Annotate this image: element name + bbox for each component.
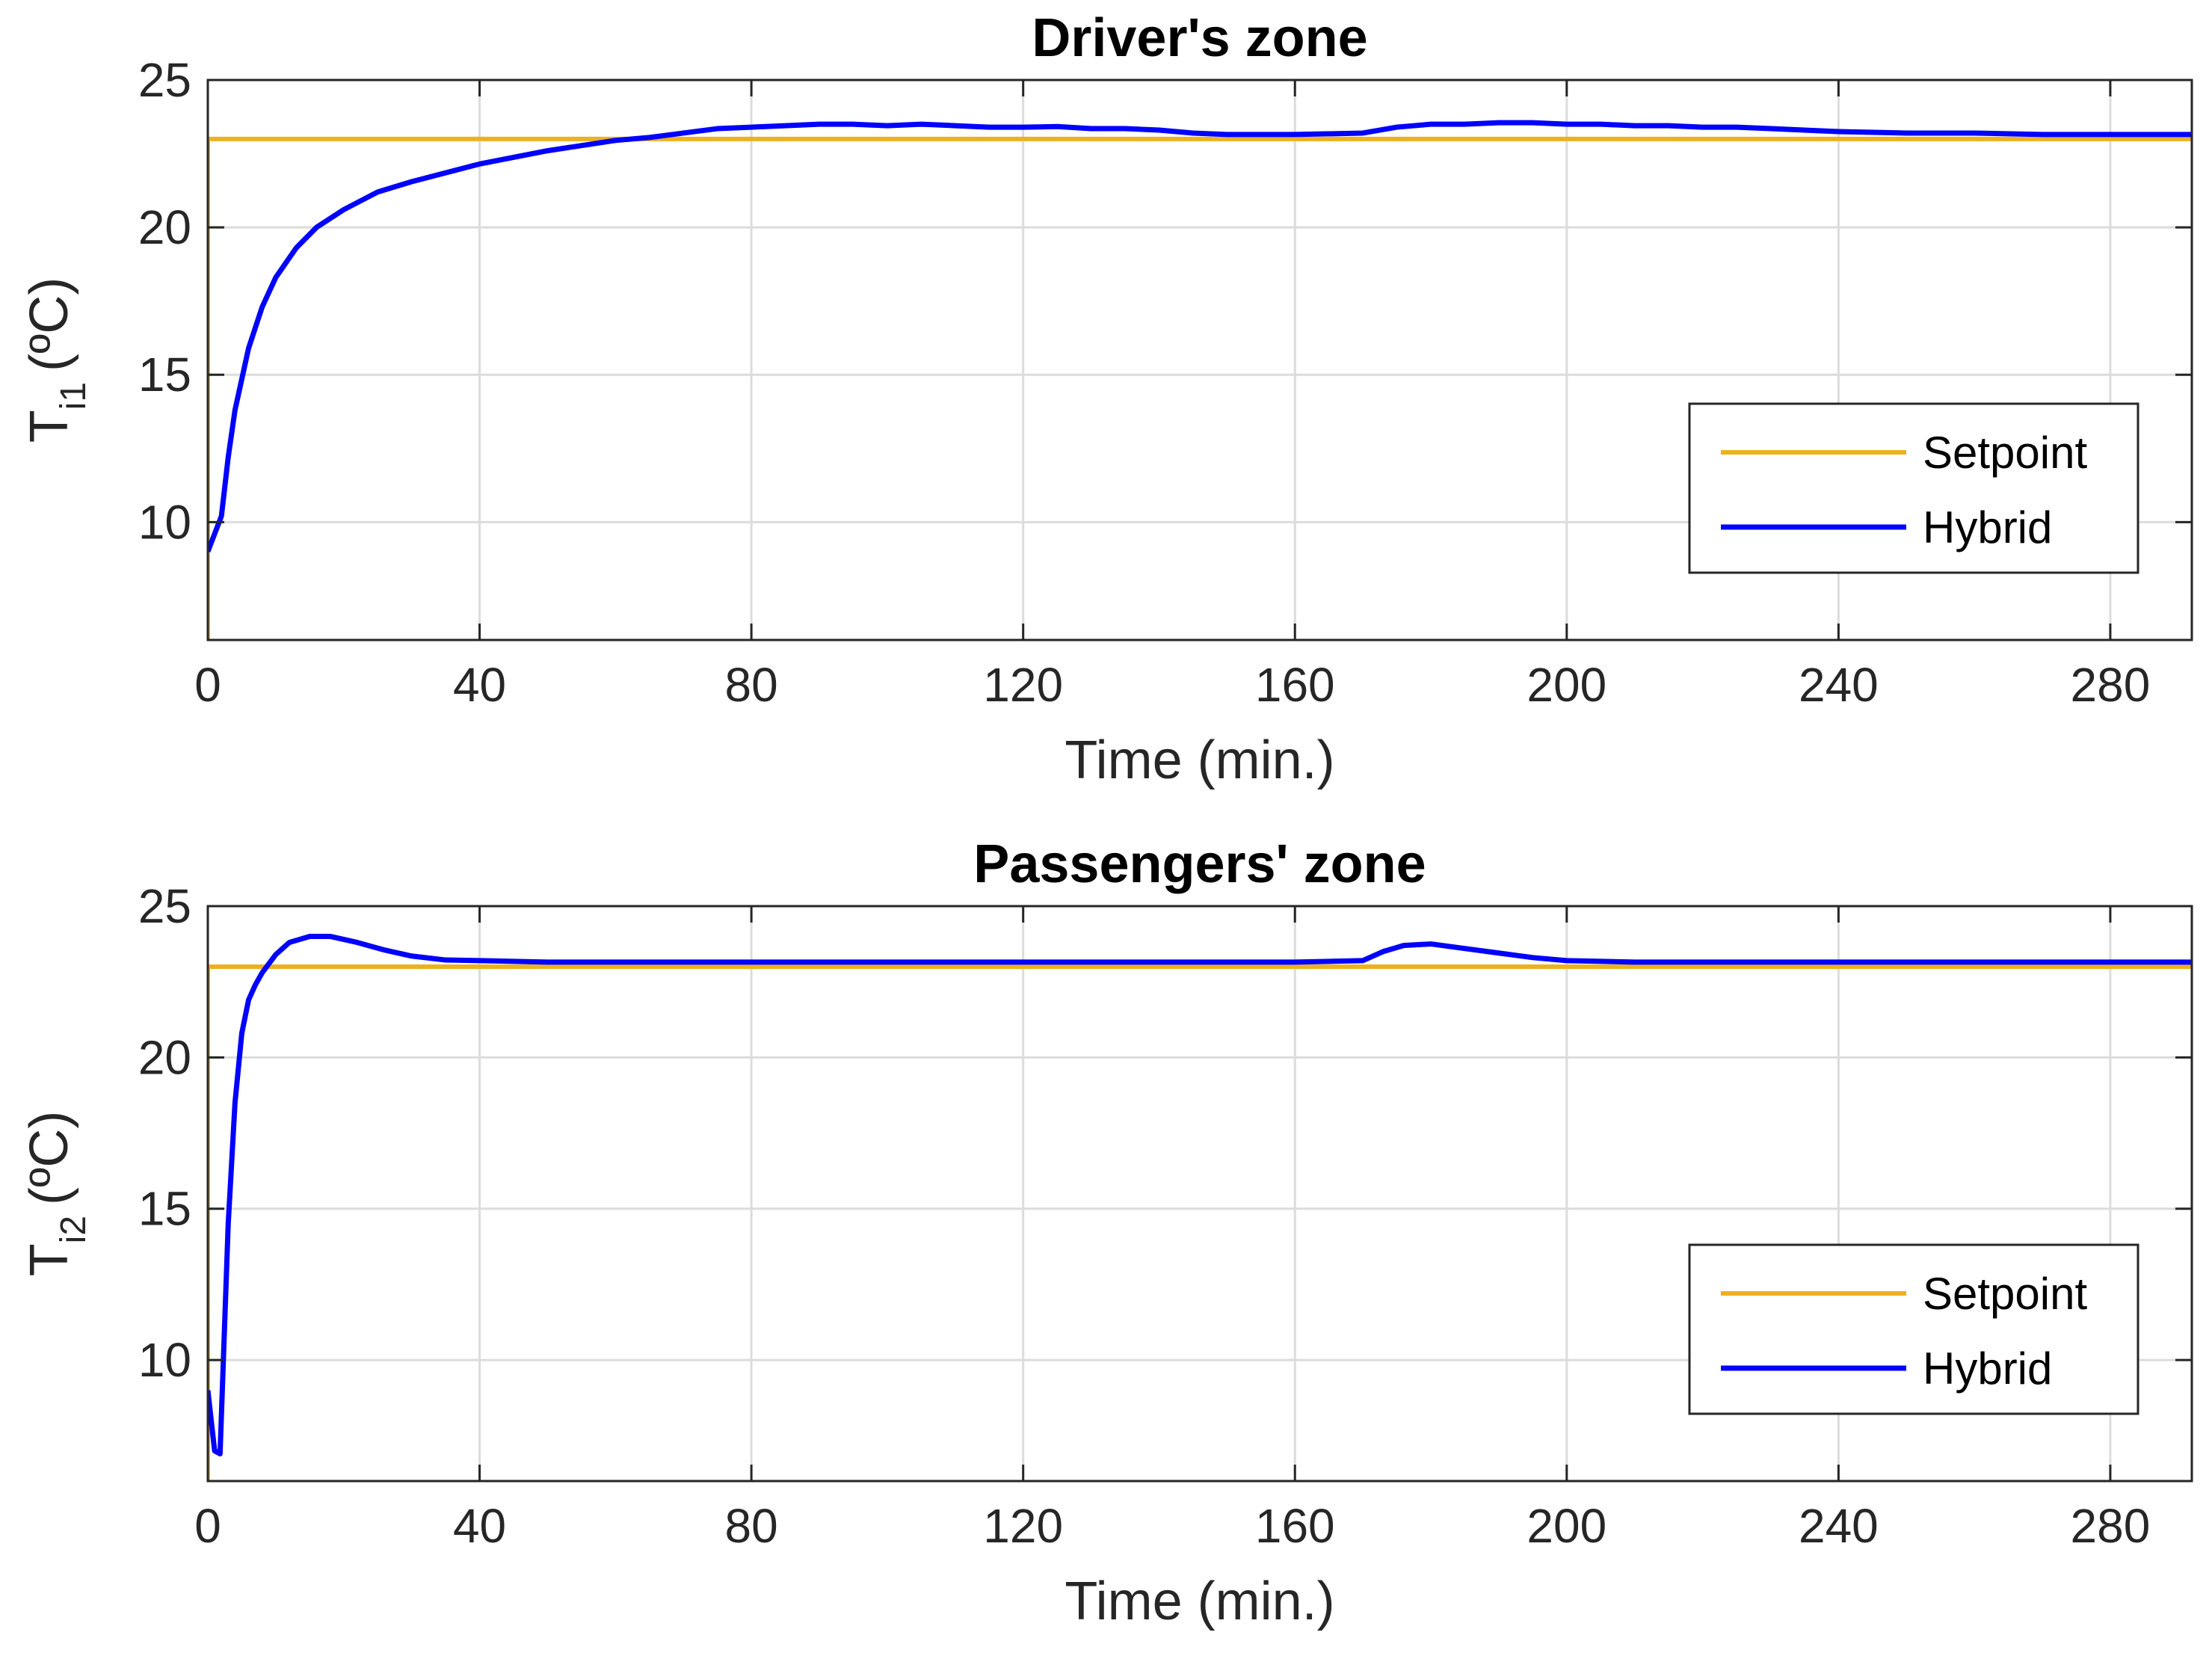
y-tick-label: 10 (138, 495, 191, 549)
x-axis-label: Time (min.) (1065, 730, 1334, 790)
legend-label-hybrid: Hybrid (1923, 502, 2052, 552)
y-axis-label-main: T (19, 410, 79, 443)
x-tick-label: 0 (194, 1499, 221, 1553)
legend-box (1688, 402, 2139, 574)
x-tick-label: 80 (725, 1499, 778, 1553)
series-group (208, 933, 2192, 1481)
chart-drivers-zone: 0 40 80 120 160 200 240 280 10 15 20 25 Driver's zon… (19, 8, 2193, 790)
legend-box (1688, 1243, 2139, 1415)
y-axis-label: Ti2 (ºC) (19, 1111, 93, 1277)
y-tick-label: 20 (138, 200, 191, 254)
x-tick-label: 120 (983, 658, 1063, 712)
series-line-hybrid (208, 933, 2192, 1457)
y-tick-label: 10 (138, 1333, 191, 1387)
x-tick-label: 280 (2071, 1499, 2151, 1553)
x-tick-label: 200 (1526, 658, 1606, 712)
x-tick-label: 280 (2071, 658, 2151, 712)
legend-label-setpoint: Setpoint (1923, 1269, 2087, 1319)
chart-title: Driver's zone (1032, 8, 1367, 68)
y-axis-label-unit: (ºC) (19, 277, 79, 372)
x-tick-label: 240 (1799, 658, 1879, 712)
series-group (208, 120, 2192, 640)
x-tick-label: 160 (1255, 1499, 1335, 1553)
legend-label-setpoint: Setpoint (1923, 428, 2087, 478)
x-tick-label: 40 (453, 658, 506, 712)
chart-passengers-zone: 0 40 80 120 160 200 240 280 10 15 20 25 Passengers' … (19, 834, 2193, 1631)
y-axis-label-subscript: i1 (54, 382, 93, 410)
series-line-setpoint (208, 964, 2192, 1481)
y-tick-label: 20 (138, 1030, 191, 1084)
y-axis-label-unit: (ºC) (19, 1111, 79, 1205)
x-tick-label: 160 (1255, 658, 1335, 712)
x-axis-label: Time (min.) (1065, 1572, 1334, 1631)
y-tick-label: 25 (138, 53, 191, 107)
x-tick-label: 0 (194, 658, 221, 712)
x-tick-label: 40 (453, 1499, 506, 1553)
x-tick-label: 120 (983, 1499, 1063, 1553)
legend: Setpoint Hybrid (1688, 1243, 2139, 1415)
y-tick-label: 25 (138, 879, 191, 933)
axes-frame (206, 79, 2193, 641)
legend-label-hybrid: Hybrid (1923, 1343, 2052, 1394)
x-tick-label: 80 (725, 658, 778, 712)
y-axis-label-subscript: i2 (54, 1216, 93, 1243)
chart-title: Passengers' zone (973, 834, 1426, 894)
y-tick-label: 15 (138, 348, 191, 401)
series-line-setpoint (208, 136, 2192, 640)
axes-frame (206, 905, 2193, 1483)
y-axis-label: Ti1 (ºC) (19, 277, 93, 443)
x-tick-label: 200 (1526, 1499, 1606, 1553)
legend: Setpoint Hybrid (1688, 402, 2139, 574)
y-axis-label-main: T (19, 1243, 79, 1276)
series-line-hybrid (208, 120, 2192, 552)
y-tick-label: 15 (138, 1182, 191, 1236)
x-tick-label: 240 (1799, 1499, 1879, 1553)
